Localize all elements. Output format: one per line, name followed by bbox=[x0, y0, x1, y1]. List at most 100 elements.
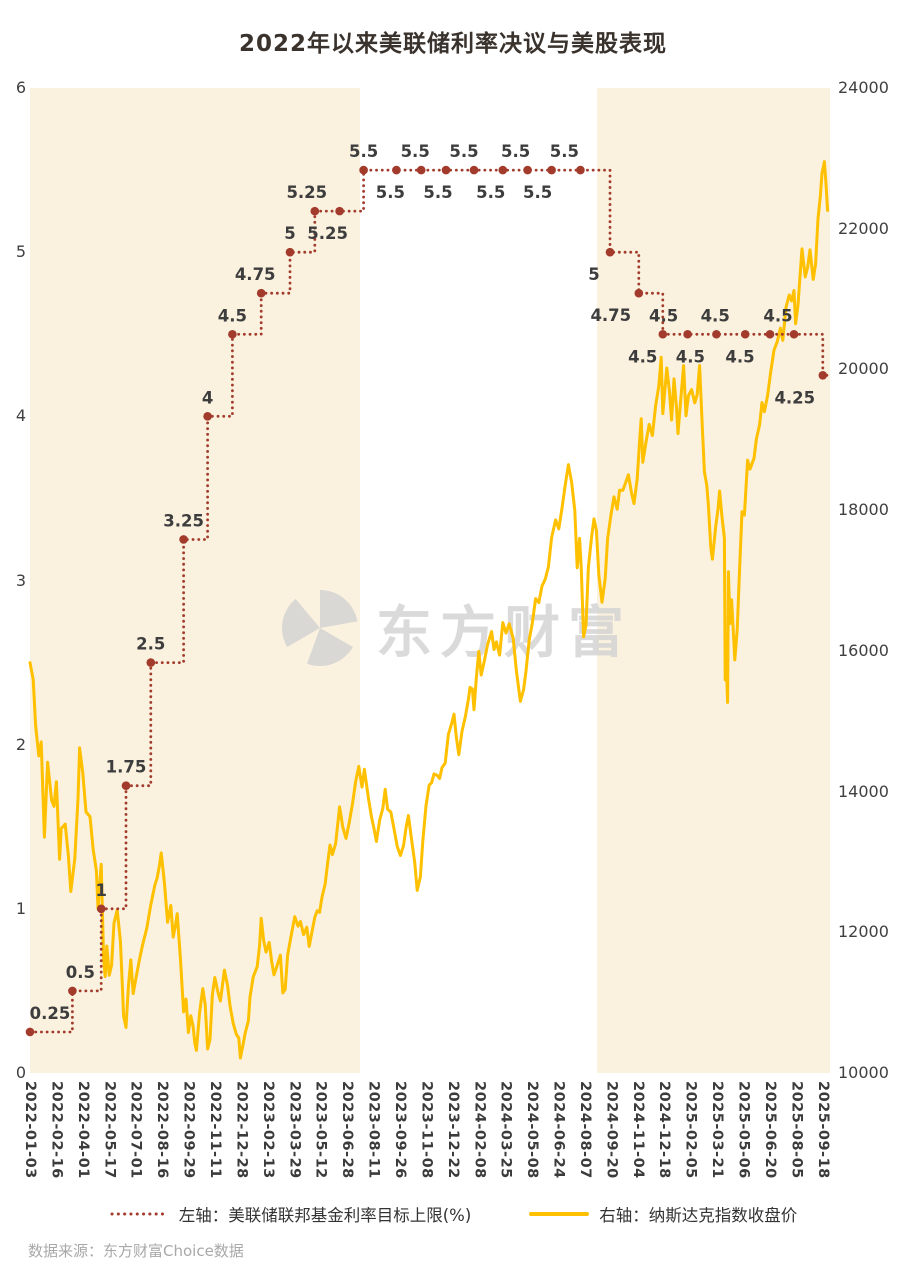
left-axis-tick: 3 bbox=[15, 570, 26, 590]
rate-value-label: 0.5 bbox=[66, 963, 95, 982]
rate-value-label: 1.75 bbox=[106, 758, 147, 777]
x-axis-tick: 2024-06-24 bbox=[550, 1081, 567, 1179]
x-axis-tick: 2023-06-28 bbox=[339, 1081, 356, 1179]
left-axis-tick: 0 bbox=[15, 1063, 26, 1082]
x-axis-tick: 2022-02-16 bbox=[48, 1081, 65, 1179]
rate-decision-dot bbox=[335, 206, 344, 216]
legend-label-rate: 左轴：美联储联邦基金利率目标上限(%) bbox=[178, 1206, 472, 1225]
x-axis-tick: 2024-12-18 bbox=[656, 1081, 673, 1179]
rate-value-label: 5.5 bbox=[449, 142, 478, 161]
rate-value-label: 4.75 bbox=[590, 306, 631, 325]
x-axis-tick: 2025-09-18 bbox=[814, 1081, 831, 1179]
right-axis-tick: 18000 bbox=[838, 500, 889, 520]
rate-value-label: 5.5 bbox=[550, 142, 579, 161]
rate-value-label: 4.25 bbox=[774, 388, 815, 407]
rate-value-label: 5.5 bbox=[349, 142, 378, 161]
x-axis-tick: 2025-03-21 bbox=[709, 1081, 726, 1179]
rate-value-label: 4.5 bbox=[763, 306, 792, 325]
rate-value-label: 5 bbox=[588, 265, 599, 284]
x-axis-tick: 2022-07-01 bbox=[127, 1081, 144, 1179]
rate-value-label: 2.5 bbox=[136, 635, 165, 654]
rate-decision-dot bbox=[310, 206, 320, 216]
rate-value-label: 5 bbox=[284, 224, 295, 243]
rate-value-label: 4.75 bbox=[235, 265, 276, 284]
x-axis-tick: 2023-11-08 bbox=[418, 1081, 435, 1179]
right-axis-tick: 10000 bbox=[838, 1063, 889, 1082]
x-axis-tick: 2025-06-20 bbox=[761, 1081, 778, 1179]
rate-value-label: 5.5 bbox=[476, 183, 505, 202]
rate-decision-dot bbox=[605, 247, 615, 257]
rate-decision-dot bbox=[96, 904, 106, 914]
rate-value-label: 4.5 bbox=[676, 347, 705, 366]
x-axis-tick: 2023-09-26 bbox=[391, 1081, 408, 1179]
rate-decision-dot bbox=[547, 165, 556, 175]
dotted-line-icon bbox=[110, 1212, 168, 1216]
legend-label-nasdaq: 右轴：纳斯达克指数收盘价 bbox=[599, 1206, 798, 1225]
right-axis-tick: 24000 bbox=[838, 78, 889, 97]
page-title: 2022年以来美联储利率决议与美股表现 bbox=[238, 31, 667, 57]
source-note: 数据来源：东方财富Choice数据 bbox=[28, 1242, 244, 1260]
right-axis-tick: 22000 bbox=[838, 218, 889, 238]
rate-value-label: 3.25 bbox=[163, 511, 204, 530]
rate-value-label: 4.5 bbox=[649, 306, 678, 325]
rate-decision-dot bbox=[658, 329, 668, 339]
x-axis-tick: 2024-08-07 bbox=[576, 1081, 593, 1179]
rate-decision-dot bbox=[765, 329, 775, 339]
rate-decision-dot bbox=[634, 288, 644, 298]
x-axis-tick: 2025-02-05 bbox=[682, 1081, 699, 1179]
rate-value-label: 4.5 bbox=[628, 347, 657, 366]
x-axis-tick: 2024-02-08 bbox=[471, 1081, 488, 1179]
rate-decision-dot bbox=[740, 329, 750, 339]
rate-value-label: 5.25 bbox=[307, 224, 348, 243]
left-axis-tick: 1 bbox=[15, 898, 26, 918]
rate-decision-dot bbox=[392, 165, 401, 175]
rate-decision-dot bbox=[25, 1027, 35, 1037]
rate-decision-dot bbox=[121, 781, 131, 791]
right-axis-tick: 16000 bbox=[838, 640, 889, 660]
left-axis-tick: 6 bbox=[15, 78, 26, 97]
rate-decision-dot bbox=[576, 165, 585, 175]
rate-decision-dot bbox=[712, 329, 721, 339]
rate-decision-dot bbox=[498, 165, 508, 175]
left-axis-tick: 4 bbox=[15, 406, 26, 426]
rate-value-label: 4.5 bbox=[218, 306, 247, 325]
rate-step-line bbox=[28, 168, 832, 1034]
x-axis-tick: 2024-09-20 bbox=[603, 1081, 620, 1179]
chart-canvas: 0.25 0.5 1 1.75 2.5 3.25 4 4.5 4.75 5 5.25 5.25 5.5 5… bbox=[25, 142, 832, 1060]
x-axis-tick: 2022-01-03 bbox=[22, 1081, 38, 1179]
right-axis-tick: 20000 bbox=[838, 359, 889, 379]
rate-value-label: 4 bbox=[202, 388, 213, 407]
rate-decision-dot bbox=[469, 165, 479, 175]
rate-decision-dot bbox=[441, 165, 451, 175]
rate-value-label: 0.25 bbox=[30, 1004, 71, 1023]
rate-decision-dot bbox=[285, 247, 295, 257]
rate-decision-dot bbox=[256, 288, 266, 298]
rate-decision-dot bbox=[416, 165, 426, 175]
rate-decision-dot bbox=[359, 165, 368, 175]
rate-decision-dot bbox=[203, 412, 212, 421]
x-axis-tick: 2023-12-22 bbox=[444, 1081, 461, 1179]
solid-line-icon bbox=[529, 1212, 590, 1216]
legend: 左轴：美联储联邦基金利率目标上限(%) 右轴：纳斯达克指数收盘价 bbox=[0, 1202, 906, 1226]
x-axis-tick: 2023-05-12 bbox=[312, 1081, 329, 1179]
rate-decision-dot bbox=[179, 535, 188, 544]
x-axis-tick: 2023-03-29 bbox=[286, 1081, 303, 1179]
x-axis-tick: 2024-03-25 bbox=[497, 1081, 514, 1179]
x-axis-tick: 2023-02-13 bbox=[259, 1081, 276, 1179]
rate-value-label: 5.5 bbox=[523, 183, 552, 202]
plot-area: 东方财富 0.25 0.5 1 1.75 2.5 3.25 4 4.5 4.75 5 5.25 5.2… bbox=[25, 88, 832, 1073]
rate-value-label: 5.5 bbox=[376, 183, 405, 202]
rate-decision-dot bbox=[68, 986, 77, 996]
left-axis-tick: 5 bbox=[15, 242, 26, 262]
right-axis-tick: 12000 bbox=[838, 922, 889, 942]
rate-value-label: 5.5 bbox=[423, 183, 452, 202]
rate-decision-dot bbox=[683, 329, 692, 339]
rate-decision-dot bbox=[818, 370, 828, 380]
x-axis-tick: 2022-12-28 bbox=[233, 1081, 250, 1179]
x-axis-tick: 2025-05-06 bbox=[735, 1081, 752, 1179]
rate-decision-dot bbox=[789, 329, 799, 339]
x-axis-tick: 2024-05-08 bbox=[524, 1081, 541, 1179]
rate-value-label: 5.5 bbox=[501, 142, 530, 161]
x-axis-tick: 2022-09-29 bbox=[180, 1081, 197, 1179]
